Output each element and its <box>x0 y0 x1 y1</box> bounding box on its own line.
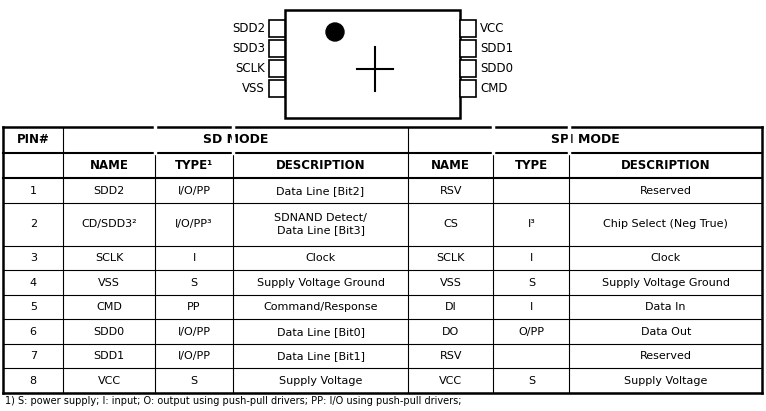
Bar <box>460 79 476 97</box>
Text: SDD1: SDD1 <box>93 351 125 361</box>
Text: SDD0: SDD0 <box>93 327 125 337</box>
Text: Supply Voltage: Supply Voltage <box>279 376 362 386</box>
Text: 2: 2 <box>30 219 37 229</box>
Text: I: I <box>192 253 195 263</box>
Text: SCLK: SCLK <box>437 253 465 263</box>
Text: Clock: Clock <box>306 253 336 263</box>
Text: CMD: CMD <box>480 81 508 95</box>
Text: 6: 6 <box>30 327 37 337</box>
Text: SDD0: SDD0 <box>480 62 513 74</box>
Text: CD/SDD3²: CD/SDD3² <box>81 219 137 229</box>
Text: SDD3: SDD3 <box>232 42 265 55</box>
Text: SPI MODE: SPI MODE <box>551 134 620 146</box>
Bar <box>285 10 460 118</box>
Text: Supply Voltage Ground: Supply Voltage Ground <box>257 278 385 288</box>
Text: SDD1: SDD1 <box>480 42 513 55</box>
Text: NAME: NAME <box>90 159 129 172</box>
Text: Supply Voltage Ground: Supply Voltage Ground <box>602 278 730 288</box>
Text: CMD: CMD <box>97 302 122 312</box>
Text: PP: PP <box>188 302 201 312</box>
Text: I/O/PP: I/O/PP <box>178 327 211 337</box>
Text: 7: 7 <box>30 351 37 361</box>
Text: 4: 4 <box>30 278 37 288</box>
Text: Supply Voltage: Supply Voltage <box>624 376 707 386</box>
Bar <box>460 19 476 37</box>
Text: TYPE¹: TYPE¹ <box>175 159 213 172</box>
Text: I: I <box>530 302 533 312</box>
Text: DI: DI <box>445 302 457 312</box>
Text: 1: 1 <box>30 186 37 196</box>
Text: I: I <box>530 253 533 263</box>
Text: Data In: Data In <box>646 302 686 312</box>
Bar <box>269 39 285 56</box>
Text: Chip Select (Neg True): Chip Select (Neg True) <box>604 219 728 229</box>
Bar <box>460 39 476 56</box>
Text: S: S <box>528 278 535 288</box>
Bar <box>269 79 285 97</box>
Text: CS: CS <box>444 219 458 229</box>
Bar <box>269 19 285 37</box>
Bar <box>269 60 285 76</box>
Text: Data Line [Bit2]: Data Line [Bit2] <box>277 186 365 196</box>
Text: S: S <box>191 376 198 386</box>
Text: I/O/PP³: I/O/PP³ <box>175 219 213 229</box>
Text: 3: 3 <box>30 253 37 263</box>
Text: NAME: NAME <box>431 159 470 172</box>
Text: PIN#: PIN# <box>17 134 50 146</box>
Text: Reserved: Reserved <box>640 351 692 361</box>
Text: Data Line [Bit3]: Data Line [Bit3] <box>277 226 365 236</box>
Text: Command/Response: Command/Response <box>264 302 378 312</box>
Text: I/O/PP: I/O/PP <box>178 186 211 196</box>
Text: Reserved: Reserved <box>640 186 692 196</box>
Text: VCC: VCC <box>97 376 121 386</box>
Text: Data Out: Data Out <box>640 327 691 337</box>
Text: SCLK: SCLK <box>235 62 265 74</box>
Text: I/O/PP: I/O/PP <box>178 351 211 361</box>
Text: SDD2: SDD2 <box>232 21 265 35</box>
Text: O/PP: O/PP <box>519 327 545 337</box>
Text: DO: DO <box>442 327 460 337</box>
Text: SD MODE: SD MODE <box>203 134 268 146</box>
Text: 1) S: power supply; I: input; O: output using push-pull drivers; PP: I/O using p: 1) S: power supply; I: input; O: output … <box>5 397 461 406</box>
Text: VCC: VCC <box>439 376 462 386</box>
Text: DESCRIPTION: DESCRIPTION <box>621 159 711 172</box>
Bar <box>460 60 476 76</box>
Text: RSV: RSV <box>440 186 462 196</box>
Text: DESCRIPTION: DESCRIPTION <box>276 159 365 172</box>
Text: VSS: VSS <box>242 81 265 95</box>
Text: VSS: VSS <box>98 278 120 288</box>
Text: S: S <box>528 376 535 386</box>
Text: SDD2: SDD2 <box>93 186 125 196</box>
Text: Clock: Clock <box>650 253 681 263</box>
Text: RSV: RSV <box>440 351 462 361</box>
Text: Data Line [Bit1]: Data Line [Bit1] <box>277 351 365 361</box>
Text: SDNAND Detect/: SDNAND Detect/ <box>274 213 367 224</box>
Text: VCC: VCC <box>480 21 505 35</box>
Circle shape <box>326 23 344 41</box>
Text: 8: 8 <box>30 376 37 386</box>
Text: I³: I³ <box>528 219 535 229</box>
Text: SCLK: SCLK <box>95 253 123 263</box>
Text: Data Line [Bit0]: Data Line [Bit0] <box>277 327 365 337</box>
Text: 5: 5 <box>30 302 37 312</box>
Text: S: S <box>191 278 198 288</box>
Text: VSS: VSS <box>440 278 462 288</box>
Text: TYPE: TYPE <box>515 159 548 172</box>
